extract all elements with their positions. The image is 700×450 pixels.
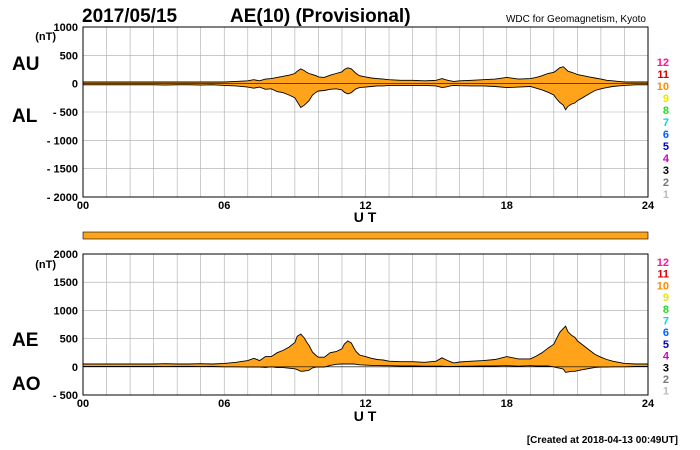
ae-ao-x-ticks: 00 06 12 18 24 [77,398,655,410]
x-tick-label: 18 [501,200,513,212]
station-legend-2: 2 [663,177,669,189]
ae-ao-frame [82,253,649,396]
station-legend-11: 11 [657,69,669,81]
series-line-ae [83,325,648,365]
au-al-frame [82,26,649,198]
au-al-area [83,66,648,111]
ao-label: AO [12,374,41,395]
au-al-grid [83,27,648,197]
au-al-y-ticks: 1000 500 0 - 500 - 1000 - 1500 - 2000 [47,22,78,204]
data-source: WDC for Geomagnetism, Kyoto [506,14,646,25]
x-tick-label: 12 [359,398,371,410]
station-legend-3: 3 [663,362,669,374]
y-tick-label: 500 [60,334,78,346]
ae-ao-unit: (nT) [35,259,56,271]
x-tick-label: 00 [77,200,89,212]
station-legend-10: 10 [657,280,669,292]
x-tick-label: 12 [359,200,371,212]
series-fill-area [83,326,648,373]
y-tick-label: - 1000 [47,135,78,147]
x-tick-label: 24 [642,398,655,410]
station-legend-4: 4 [663,153,670,165]
au-al-x-ticks: 00 06 12 18 24 [77,200,655,212]
station-legend-8: 8 [663,105,669,117]
x-tick-label: 06 [218,200,230,212]
ae-ao-area [83,325,648,373]
y-tick-label: - 500 [53,107,78,119]
plot-title: AE(10) (Provisional) [230,6,411,27]
station-legend-8: 8 [663,304,669,316]
series-line-al [83,84,648,111]
station-legend-11: 11 [657,269,669,281]
y-tick-label: 0 [72,79,78,91]
station-legend-7: 7 [663,316,669,328]
ae-label: AE [12,330,38,351]
station-legend-5: 5 [663,141,669,153]
y-tick-label: 2000 [54,249,78,261]
y-tick-label: - 500 [53,390,78,402]
x-tick-label: 18 [501,398,513,410]
creation-stamp: [Created at 2018-04-13 00:49UT] [527,435,678,446]
station-legend-12: 12 [657,257,669,269]
y-tick-label: 1000 [54,22,78,34]
station-legend-5: 5 [663,339,669,351]
y-tick-label: - 1500 [47,164,78,176]
y-tick-label: - 2000 [47,192,78,204]
x-tick-label: 06 [218,398,230,410]
ae-ao-grid [83,254,648,395]
separator-bar [82,231,649,240]
al-label: AL [12,106,38,127]
station-legend-1: 1 [663,386,669,398]
y-tick-label: 1000 [54,305,78,317]
station-legend-4: 4 [663,351,670,363]
series-line-au [83,66,648,83]
station-legend-6: 6 [663,327,669,339]
au-al-unit: (nT) [35,31,56,43]
au-label: AU [12,54,39,75]
station-legend-12: 12 [657,57,669,69]
plot-date: 2017/05/15 [82,6,178,27]
x-tick-label: 24 [642,200,655,212]
au-al-x-axis-label: U T [354,209,377,225]
station-legend-7: 7 [663,117,669,129]
y-tick-label: 500 [60,50,78,62]
ae-ao-y-ticks: 2000 1500 1000 500 0 - 500 [53,249,78,402]
station-legend-9: 9 [663,292,669,304]
station-legend-2: 2 [663,374,669,386]
y-tick-label: 0 [72,362,78,374]
station-legend-1: 1 [663,189,669,201]
station-legend-10: 10 [657,81,669,93]
x-tick-label: 00 [77,398,89,410]
y-tick-label: 1500 [54,277,78,289]
station-legend-9: 9 [663,93,669,105]
station-legend-3: 3 [663,165,669,177]
station-legend-6: 6 [663,129,669,141]
ae-ao-x-axis-label: U T [354,408,377,424]
